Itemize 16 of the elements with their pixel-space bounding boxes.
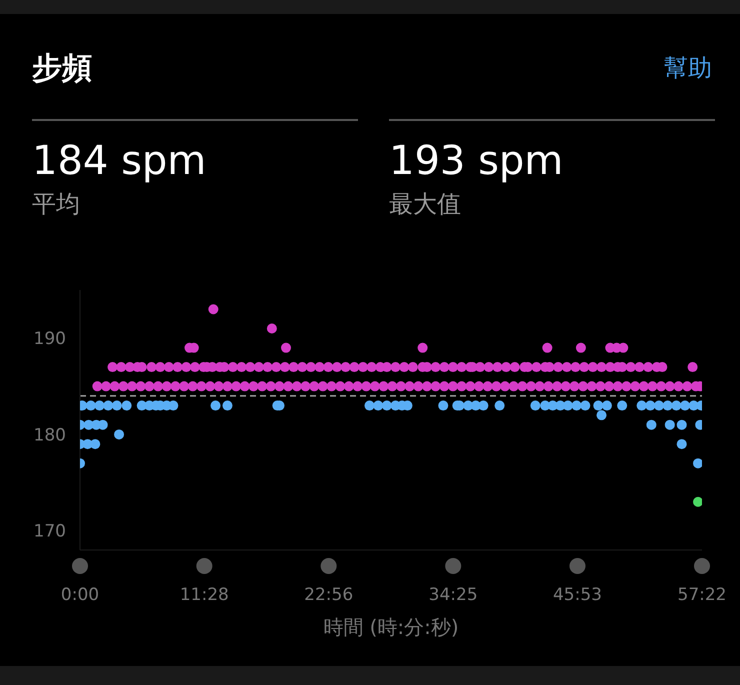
x-tick-label: 11:28 — [180, 585, 229, 605]
text: 幫助 — [664, 53, 712, 84]
x-tick-label: 34:25 — [428, 585, 478, 605]
y-tick-label: 170 — [34, 522, 66, 542]
x-tick-label: 0:00 — [60, 585, 100, 605]
text: 最大值 — [389, 189, 461, 220]
x-tick-label: 22:56 — [304, 585, 354, 605]
text: 184 spm — [32, 138, 206, 184]
x-tick-label: 57:22 — [678, 585, 726, 605]
text: 193 spm — [389, 138, 564, 184]
text: 平均 — [32, 189, 80, 220]
x-tick-label: 45:53 — [552, 585, 602, 605]
y-tick-label: 180 — [34, 425, 66, 446]
y-tick-label: 190 — [34, 329, 66, 350]
chart-title: 步頻 — [32, 50, 92, 88]
x-axis-title: 時間 (時:分:秒) — [323, 615, 459, 639]
